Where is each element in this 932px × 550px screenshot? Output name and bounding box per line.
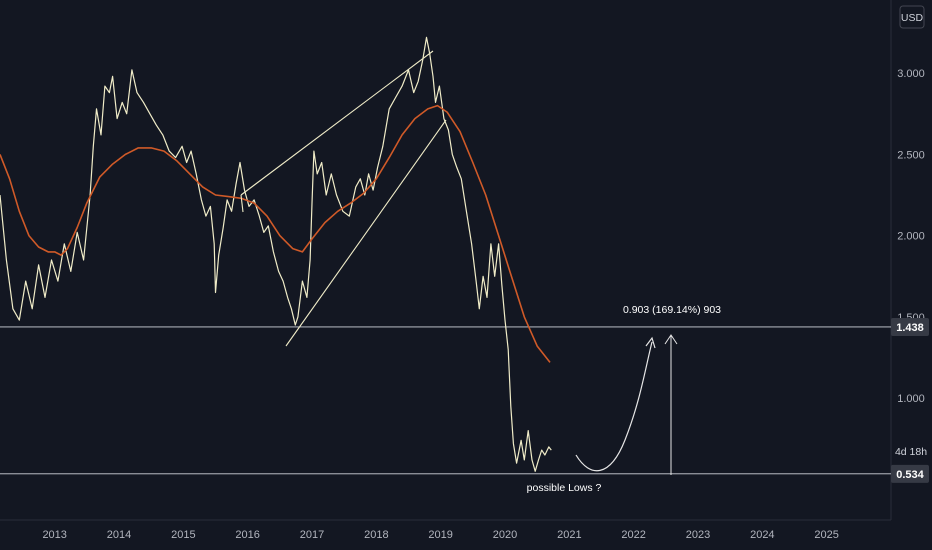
- price-tick-label: 3.000: [897, 68, 925, 80]
- price-line: [0, 36, 552, 472]
- time-tick-label: 2013: [42, 529, 66, 541]
- currency-badge[interactable]: USD: [899, 5, 925, 29]
- price-tick-label: 2.000: [897, 231, 925, 243]
- moving-average-line: [0, 104, 551, 363]
- channel-left-edge: [240, 194, 244, 213]
- annotation-labels: 1.438 0.534 4d 18h 0.903 (169.14%) 903 possi…: [527, 304, 929, 494]
- time-tick-label: 2016: [235, 529, 259, 541]
- possible-lows-label: possible Lows ?: [527, 482, 602, 494]
- currency-badge-frame: [899, 5, 925, 29]
- projection-label: 0.903 (169.14%) 903: [623, 304, 721, 316]
- time-tick-label: 2025: [814, 529, 838, 541]
- time-tick-label: 2018: [364, 529, 388, 541]
- measure-arrowhead: [664, 334, 678, 345]
- drawings-group: [240, 50, 678, 475]
- currency-label: USD: [901, 12, 924, 24]
- time-tick-label: 2015: [171, 529, 195, 541]
- time-tick-label: 2017: [300, 529, 324, 541]
- series-group: [0, 36, 552, 472]
- time-axis[interactable]: 2013 2014 2015 2016 2017 2018 2019 2020 2021 2022…: [42, 529, 838, 541]
- price-tag-box: [891, 317, 929, 336]
- price-tick-label: 2.500: [897, 149, 925, 161]
- time-tick-label: 2022: [621, 529, 645, 541]
- horizontal-levels: [0, 326, 891, 475]
- time-tick-label: 2014: [107, 529, 131, 541]
- price-tag-label: 1.438: [896, 322, 924, 334]
- channel-lower-line: [285, 119, 447, 347]
- countdown-box: [893, 442, 929, 460]
- channel-upper-line: [240, 50, 434, 196]
- time-tick-label: 2020: [493, 529, 517, 541]
- projection-arrowhead: [645, 336, 656, 349]
- time-tick-label: 2023: [686, 529, 710, 541]
- projection-curve: [575, 341, 653, 472]
- time-tick-label: 2024: [750, 529, 774, 541]
- price-tag-label: 0.534: [896, 469, 924, 481]
- countdown-label: 4d 18h: [895, 446, 927, 458]
- time-tick-label: 2019: [428, 529, 452, 541]
- price-tick-label: 1.000: [897, 393, 925, 405]
- time-tick-label: 2021: [557, 529, 581, 541]
- price-tag-box: [891, 464, 929, 483]
